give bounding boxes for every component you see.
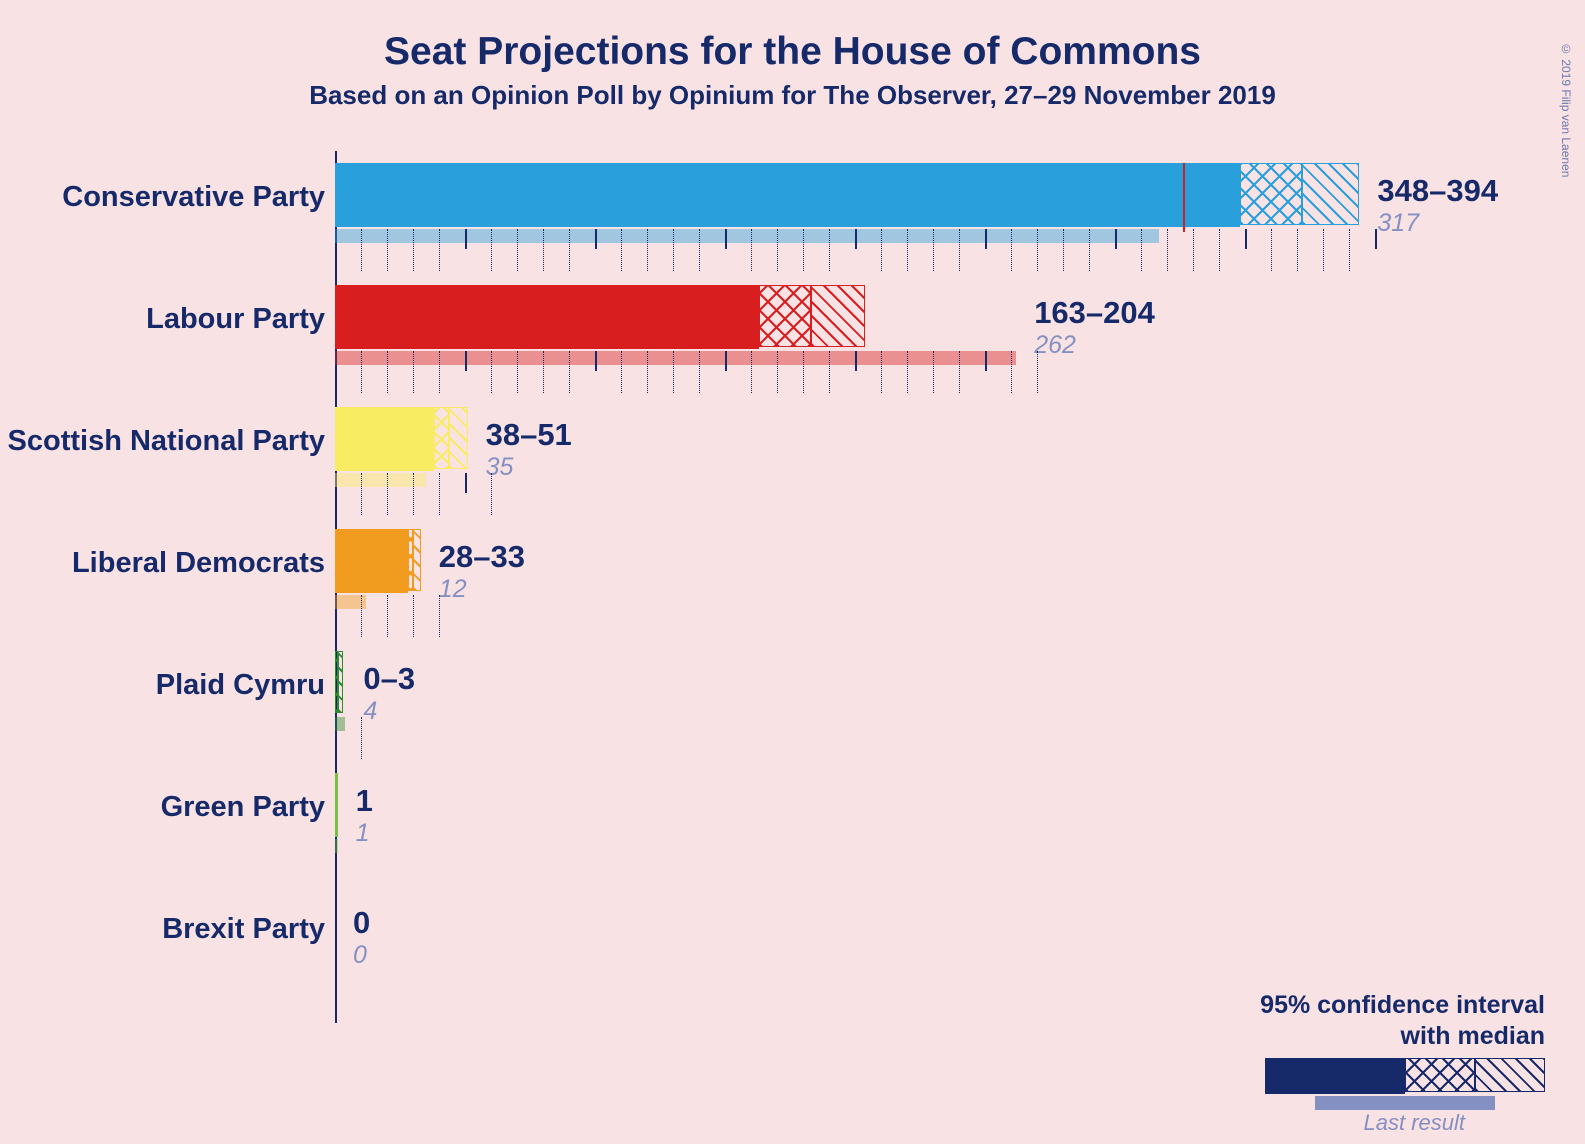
bar-median-to-high — [1302, 163, 1359, 225]
bar-median-to-high — [811, 285, 866, 347]
chart-subtitle: Based on an Opinion Poll by Opinium for … — [0, 80, 1585, 111]
tick-minor — [1167, 229, 1168, 271]
tick-minor — [1297, 229, 1298, 271]
bar-last-result — [335, 717, 345, 731]
value-last-result: 4 — [363, 697, 377, 726]
legend-ci-line1: 95% confidence interval — [1165, 990, 1545, 1021]
legend-last-bar — [1315, 1096, 1495, 1110]
bar-low-bound — [335, 285, 759, 349]
tick-major — [1245, 229, 1247, 249]
legend-sample: Last result — [1165, 1058, 1545, 1114]
bar-median-to-high — [338, 651, 343, 713]
value-last-result: 1 — [356, 819, 370, 848]
party-row: Plaid Cymru 0–34 — [0, 639, 1585, 761]
legend-hatch-high — [1475, 1058, 1545, 1092]
value-last-result: 317 — [1377, 209, 1419, 238]
party-label: Conservative Party — [62, 181, 325, 214]
value-last-result: 262 — [1034, 331, 1076, 360]
party-row: Labour Party 163–204262 — [0, 273, 1585, 395]
tick-minor — [1219, 229, 1220, 271]
bar-low-to-median — [1240, 163, 1302, 225]
tick-minor — [1349, 229, 1350, 271]
party-row: Liberal Democrats 28–3312 — [0, 517, 1585, 639]
party-row: Scottish National Party 38–5135 — [0, 395, 1585, 517]
value-last-result: 35 — [486, 453, 514, 482]
party-label: Liberal Democrats — [72, 547, 325, 580]
bar-low-to-median — [434, 407, 450, 469]
value-range: 348–394 — [1377, 173, 1498, 209]
bar-low-bound — [335, 163, 1240, 227]
legend: 95% confidence interval with median Last… — [1165, 990, 1545, 1115]
value-range: 163–204 — [1034, 295, 1155, 331]
majority-threshold-line — [1183, 163, 1185, 232]
y-axis-tail — [335, 1005, 337, 1023]
value-last-result: 12 — [439, 575, 467, 604]
bar-last-result — [335, 229, 1159, 243]
bar-low-to-median — [759, 285, 811, 347]
bar-last-result — [335, 839, 338, 853]
party-label: Scottish National Party — [8, 425, 325, 458]
seat-projection-chart: Conservative Party 348–394317 Labour Party… — [0, 151, 1585, 1005]
value-range: 0 — [353, 905, 370, 941]
tick-minor — [439, 473, 440, 515]
value-range: 1 — [356, 783, 373, 819]
party-label: Labour Party — [146, 303, 325, 336]
bar-low-bound — [335, 407, 434, 471]
party-label: Green Party — [161, 791, 325, 824]
tick-major — [1375, 229, 1377, 249]
value-range: 0–3 — [363, 661, 415, 697]
tick-minor — [1323, 229, 1324, 271]
tick-minor — [413, 595, 414, 637]
bar-last-result — [335, 473, 426, 487]
party-label: Plaid Cymru — [156, 669, 325, 702]
party-row: Green Party 11 — [0, 761, 1585, 883]
value-last-result: 0 — [353, 941, 367, 970]
tick-minor — [387, 595, 388, 637]
tick-minor — [1193, 229, 1194, 271]
party-row: Brexit Party 00 — [0, 883, 1585, 1005]
bar-low-bound — [335, 529, 408, 593]
party-label: Brexit Party — [162, 913, 325, 946]
bar-last-result — [335, 351, 1016, 365]
chart-title: Seat Projections for the House of Common… — [0, 30, 1585, 74]
bar-low-bound — [335, 773, 338, 837]
y-axis-segment — [335, 883, 337, 1005]
value-range: 28–33 — [439, 539, 525, 575]
legend-hatch-median — [1405, 1058, 1475, 1092]
legend-bar — [1265, 1058, 1405, 1094]
party-row: Conservative Party 348–394317 — [0, 151, 1585, 273]
bar-last-result — [335, 595, 366, 609]
legend-ci-line2: with median — [1165, 1021, 1545, 1052]
bar-median-to-high — [413, 529, 421, 591]
tick-major — [465, 473, 467, 493]
bar-median-to-high — [449, 407, 467, 469]
value-range: 38–51 — [486, 417, 572, 453]
tick-minor — [361, 717, 362, 759]
tick-minor — [1271, 229, 1272, 271]
